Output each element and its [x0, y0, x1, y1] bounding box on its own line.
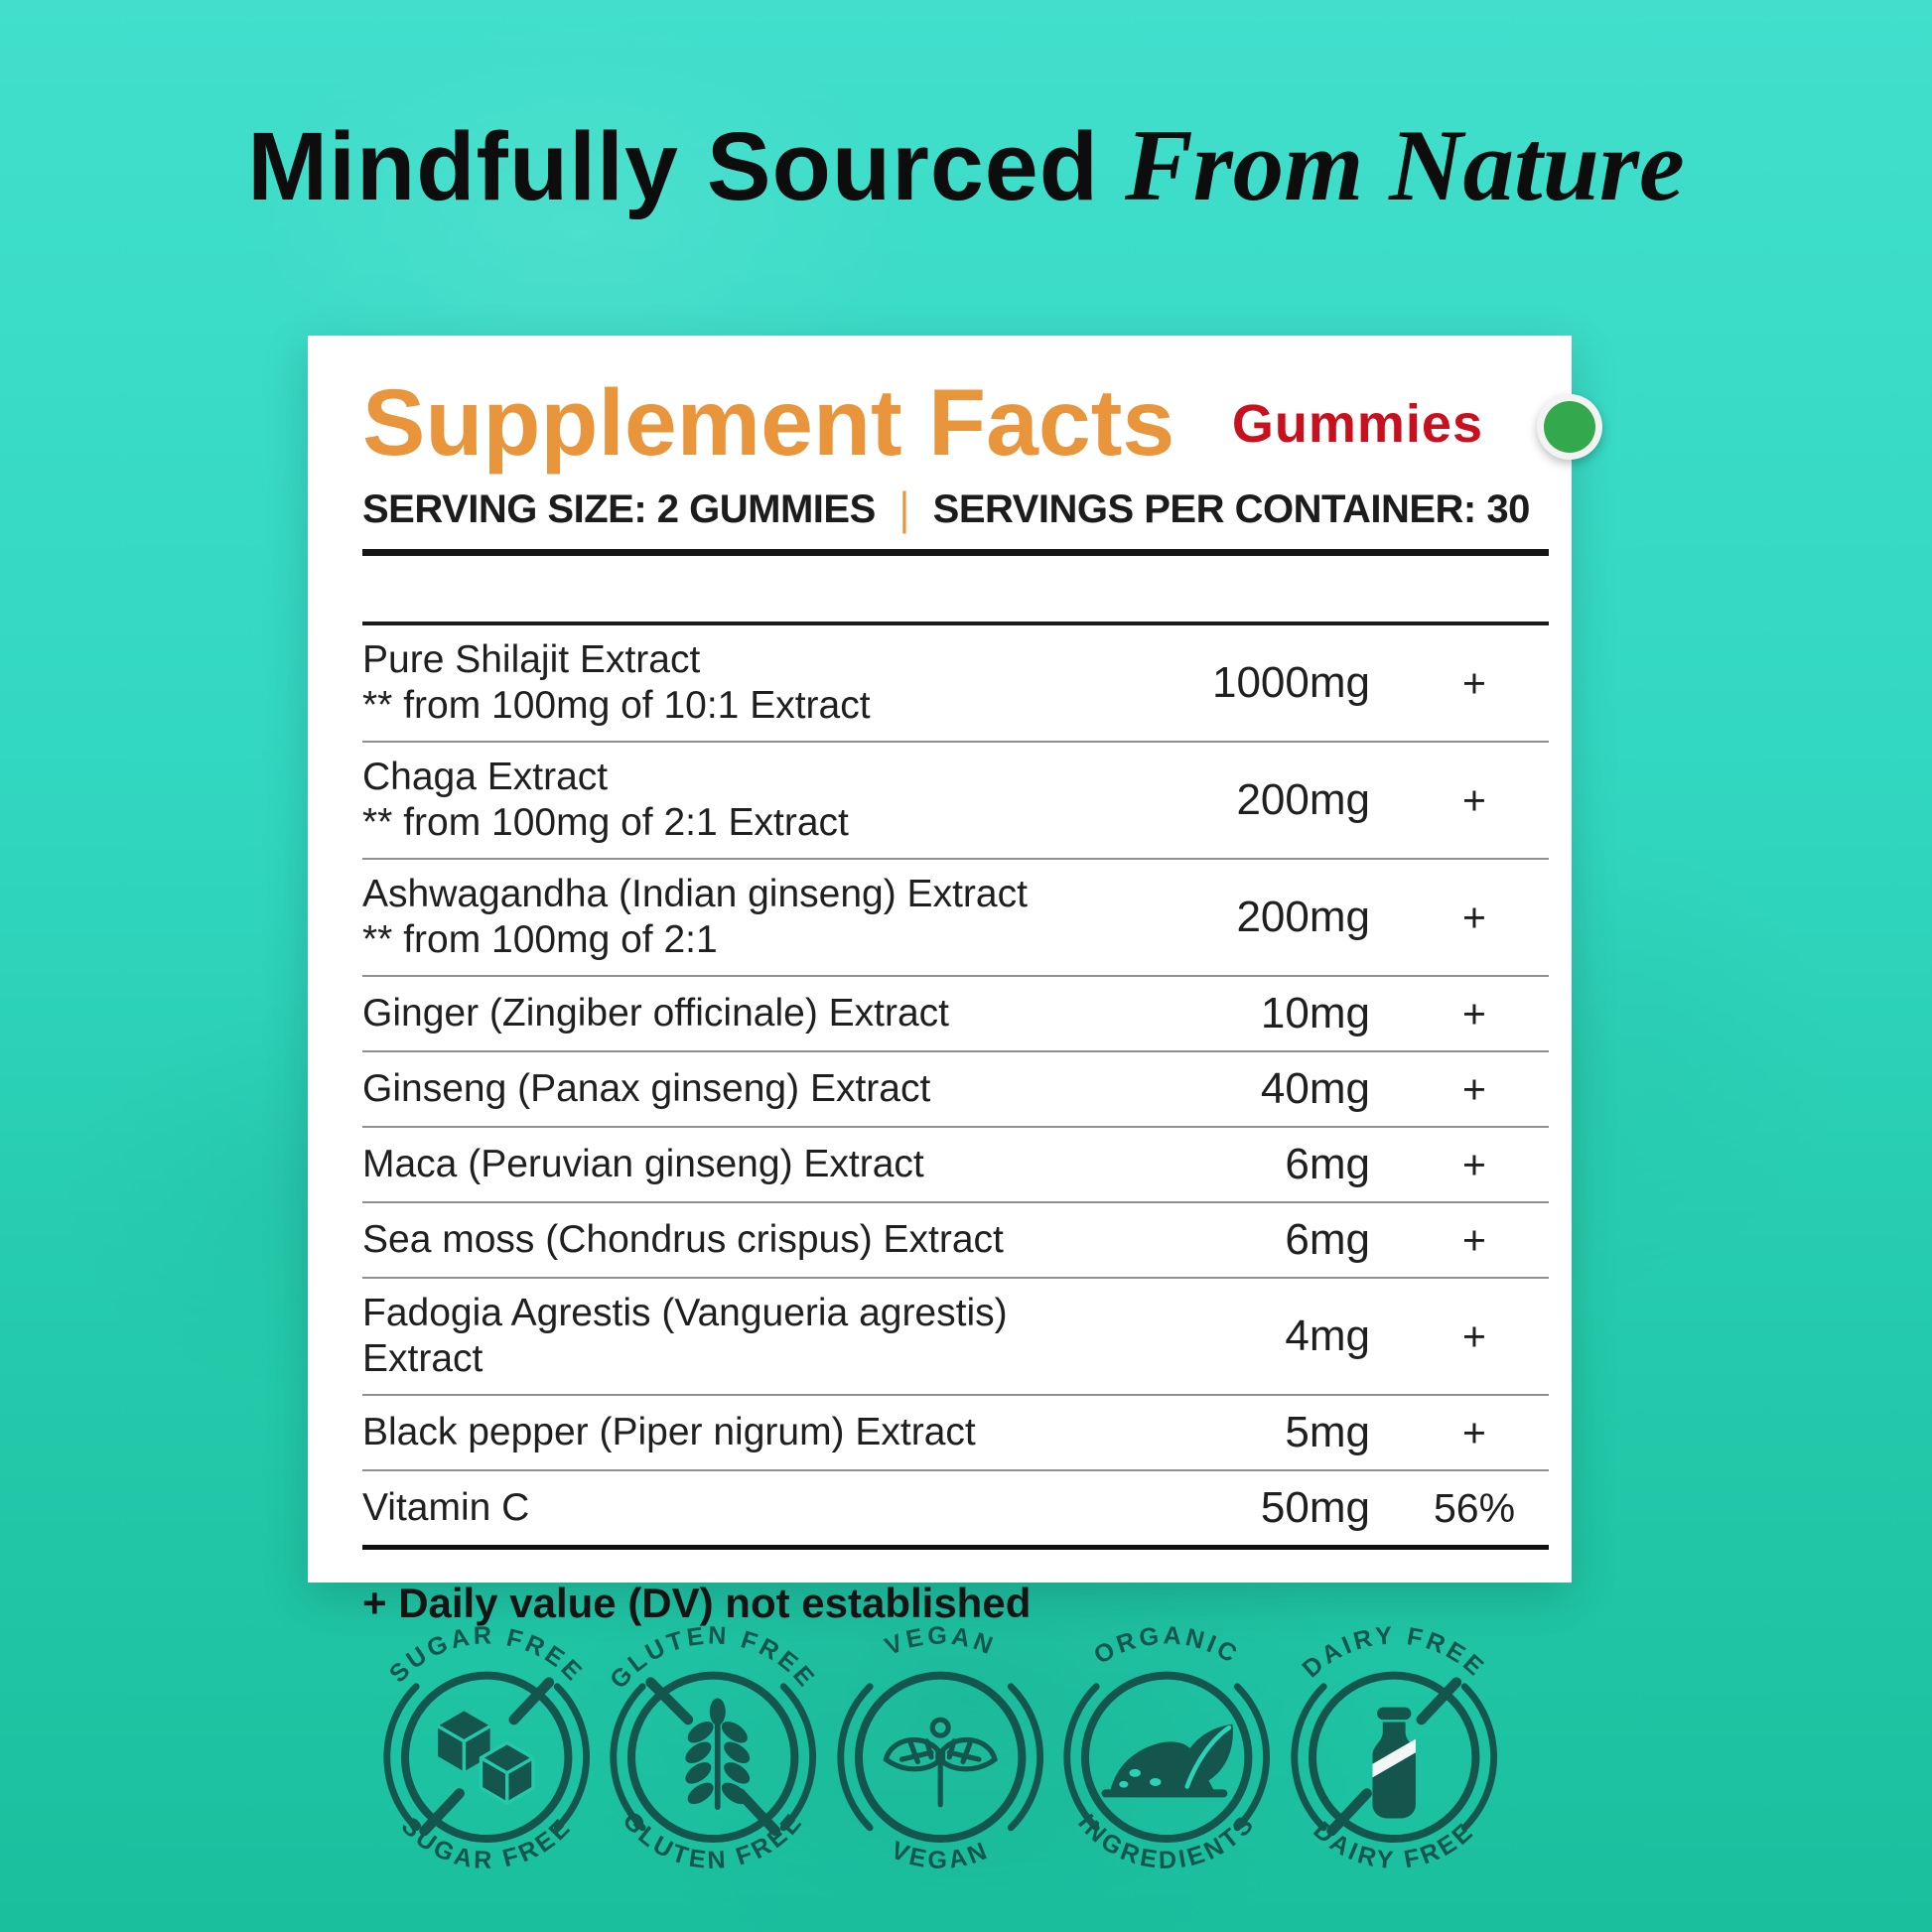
facts-heading: Supplement Facts — [362, 370, 1175, 476]
heavy-rule — [362, 549, 1549, 556]
page-title-accent: From Nature — [1124, 109, 1685, 222]
servings-per-container-label: SERVINGS PER CONTAINER: 30 — [932, 487, 1531, 531]
badges-row: SUGAR FREE SUGAR FREE GLUTEN FREE GLUTEN… — [373, 1614, 1507, 1890]
ingredient-subtext: ** from 100mg of 10:1 Extract — [362, 684, 871, 727]
green-dot-inner — [1544, 401, 1595, 453]
daily-value-footnote: + Daily value (DV) not established — [362, 1580, 1032, 1626]
serving-size-label: SERVING SIZE: 2 GUMMIES — [362, 487, 876, 531]
table-row: Pure Shilajit Extract ** from 100mg of 10… — [362, 625, 1549, 741]
table-row: Maca (Peruvian ginseng) Extract 6mg + — [362, 1126, 1549, 1201]
ingredient-amount: 4mg — [1285, 1311, 1370, 1360]
table-row: Black pepper (Piper nigrum) Extract 5mg … — [362, 1394, 1549, 1469]
svg-text:SUGAR FREE: SUGAR FREE — [396, 1812, 578, 1874]
sugar-cubes-icon: SUGAR FREE SUGAR FREE — [383, 1621, 590, 1874]
badge-bottom-label: SUGAR FREE — [396, 1812, 575, 1874]
ingredient-amount: 200mg — [1236, 775, 1370, 824]
svg-text:ORGANIC: ORGANIC — [1089, 1621, 1244, 1670]
ingredient-amount: 10mg — [1260, 989, 1370, 1037]
badge-top-label: VEGAN — [881, 1622, 996, 1662]
sprout-icon: VEGAN VEGAN — [837, 1622, 1043, 1874]
green-dot-indicator — [1537, 394, 1602, 460]
svg-text:GLUTEN FREE: GLUTEN FREE — [605, 1621, 822, 1694]
ingredient-amount: 5mg — [1285, 1408, 1370, 1456]
table-row: Ginseng (Panax ginseng) Extract 40mg + — [362, 1050, 1549, 1126]
supplement-facts-panel: Supplement Facts Gummies SERVING SIZE: 2… — [308, 336, 1572, 1626]
serving-divider: | — [898, 483, 909, 535]
ingredient-name: Ginseng (Panax ginseng) Extract — [362, 1067, 931, 1110]
ingredient-dv: + — [1462, 1141, 1486, 1187]
table-row: Chaga Extract ** from 100mg of 2:1 Extrac… — [362, 741, 1549, 858]
ingredient-dv: + — [1462, 1216, 1486, 1263]
badge-top-label: ORGANIC — [1089, 1621, 1241, 1670]
ingredient-dv: + — [1462, 1065, 1486, 1112]
ingredient-dv: + — [1462, 1409, 1486, 1455]
badge-dairy-free: DAIRY FREE DAIRY FREE — [1281, 1614, 1507, 1886]
ingredient-name: Black pepper (Piper nigrum) Extract — [362, 1411, 976, 1453]
wheat-icon: GLUTEN FREE GLUTEN FREE — [605, 1621, 822, 1874]
facts-table: Pure Shilajit Extract ** from 100mg of 10… — [362, 625, 1549, 1550]
table-row: Ashwagandha (Indian ginseng) Extract ** f… — [362, 858, 1549, 975]
ingredient-name: Chaga Extract — [362, 756, 609, 798]
ingredient-amount: 1000mg — [1211, 658, 1370, 707]
ingredient-amount: 6mg — [1285, 1140, 1370, 1188]
ingredient-amount: 50mg — [1260, 1483, 1370, 1532]
ingredient-name: Ginger (Zingiber officinale) Extract — [362, 992, 950, 1035]
ingredient-name: Maca (Peruvian ginseng) Extract — [362, 1143, 924, 1185]
milk-bottle-icon: DAIRY FREE DAIRY FREE — [1291, 1621, 1497, 1874]
ingredient-dv: + — [1462, 776, 1486, 823]
svg-text:VEGAN: VEGAN — [881, 1622, 999, 1662]
table-row: Sea moss (Chondrus crispus) Extract 6mg … — [362, 1201, 1549, 1277]
badge-sugar-free: SUGAR FREE SUGAR FREE — [373, 1614, 600, 1886]
table-row: Fadogia Agrestis (Vangueria agrestis) Ex… — [362, 1277, 1549, 1394]
page-title: Mindfully Sourced From Nature — [0, 107, 1932, 224]
panel-header: Supplement Facts Gummies — [362, 371, 1549, 476]
badge-vegan: VEGAN VEGAN — [827, 1614, 1053, 1886]
badge-gluten-free: GLUTEN FREE GLUTEN FREE — [600, 1614, 826, 1886]
ingredient-amount: 40mg — [1260, 1064, 1370, 1113]
organic-pile-icon: ORGANIC INGREDIENTS — [1063, 1621, 1271, 1874]
page-title-main: Mindfully Sourced — [247, 112, 1099, 220]
variant-label: Gummies — [1231, 393, 1483, 454]
ingredient-amount: 6mg — [1285, 1215, 1370, 1264]
ingredient-name: Pure Shilajit Extract — [362, 638, 701, 681]
badge-top-label: GLUTEN FREE — [605, 1621, 818, 1694]
ingredient-name: Fadogia Agrestis (Vangueria agrestis) Ex… — [362, 1292, 1008, 1380]
ingredient-subtext: ** from 100mg of 2:1 — [362, 918, 718, 961]
ingredient-dv: 56% — [1433, 1484, 1516, 1531]
ingredient-subtext: ** from 100mg of 2:1 Extract — [362, 801, 849, 844]
ingredient-name: Vitamin C — [362, 1486, 530, 1529]
serving-info: SERVING SIZE: 2 GUMMIES | SERVINGS PER C… — [362, 483, 1549, 535]
ingredient-dv: + — [1462, 1312, 1486, 1359]
ingredient-dv: + — [1462, 659, 1486, 706]
medium-rule — [362, 621, 1549, 625]
ingredient-name: Ashwagandha (Indian ginseng) Extract — [362, 873, 1028, 915]
ingredient-dv: + — [1462, 990, 1486, 1036]
ingredient-amount: 200mg — [1236, 893, 1370, 941]
ingredient-dv: + — [1462, 894, 1486, 940]
table-row: Vitamin C 50mg 56% — [362, 1469, 1549, 1545]
ingredient-name: Sea moss (Chondrus crispus) Extract — [362, 1218, 1004, 1261]
badge-organic-ingredients: ORGANIC INGREDIENTS — [1053, 1614, 1280, 1886]
table-row: Ginger (Zingiber officinale) Extract 10m… — [362, 975, 1549, 1050]
